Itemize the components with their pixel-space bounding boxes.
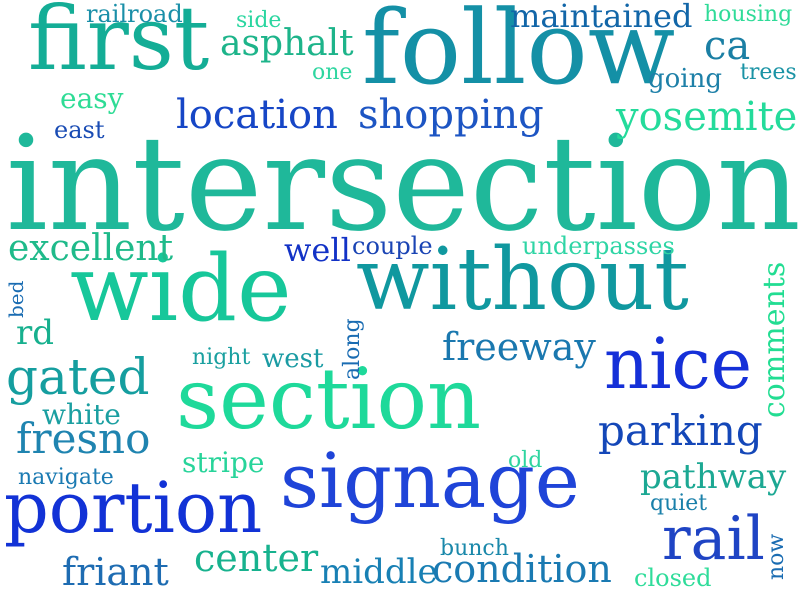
word-housing: housing [704,2,793,27]
word-center: center [194,536,319,580]
word-maintained: maintained [510,0,693,35]
word-closed: closed [634,564,712,592]
word-trees: trees [740,60,797,85]
word-well: well [284,231,351,269]
word-bunch: bunch [440,536,509,561]
word-portion: portion [4,467,263,549]
word-wide: wide [70,235,292,342]
word-pathway: pathway [640,457,787,497]
word-yosemite: yosemite [616,94,798,140]
word-nice: nice [604,323,753,405]
word-one: one [312,60,353,85]
word-shopping: shopping [358,92,544,138]
word-old: old [508,448,543,473]
word-ca: ca [704,23,751,69]
word-friant: friant [62,550,169,594]
word-signage: signage [280,436,580,525]
word-going: going [648,64,723,94]
word-comments: comments [757,261,792,418]
word-night: night [192,345,251,370]
word-stripe: stripe [182,446,265,479]
word-condition: condition [432,547,612,591]
word-parking: parking [598,406,763,455]
word-now: now [764,533,789,580]
word-couple: couple [352,232,433,260]
word-follow: follow [362,0,676,108]
word-navigate: navigate [18,465,114,490]
word-easy: easy [60,82,124,115]
word-along: along [340,318,365,380]
word-bed: bed [4,280,28,318]
word-rd: rd [16,313,55,353]
word-underpasses: underpasses [522,232,675,260]
word-west: west [262,344,324,374]
word-quiet: quiet [650,491,708,516]
word-asphalt: asphalt [220,23,354,64]
word-section: section [176,350,482,448]
word-location: location [176,92,338,138]
word-without: without [356,230,689,330]
word-east: east [54,116,105,144]
word-intersection: intersection [6,107,800,260]
word-freeway: freeway [442,325,596,369]
word-side: side [236,8,282,33]
word-gated: gated [6,348,150,406]
word-middle: middle [320,552,438,592]
word-fresno: fresno [16,414,151,463]
word-railroad: railroad [86,0,183,28]
word-excellent: excellent [8,228,174,269]
word-white: white [42,398,121,431]
word-first: first [28,0,210,90]
word-rail: rail [662,504,765,574]
